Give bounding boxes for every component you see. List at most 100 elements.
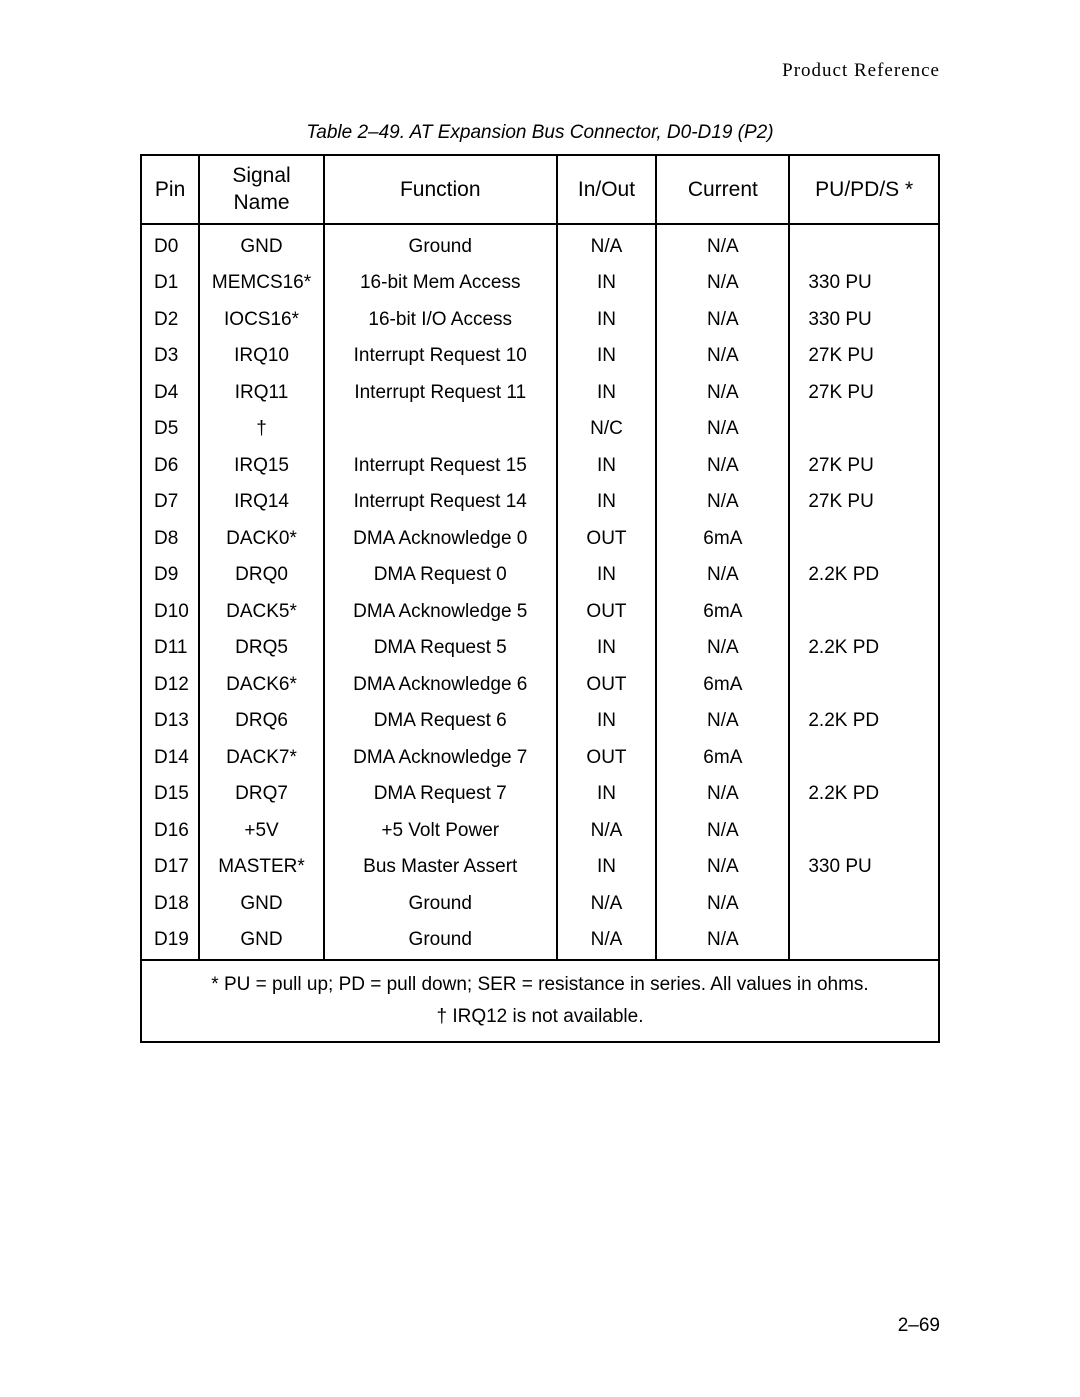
cell-signal: DACK5* — [199, 594, 324, 631]
cell-pin: D15 — [141, 776, 199, 813]
cell-signal: IRQ15 — [199, 448, 324, 485]
cell-current: N/A — [656, 886, 789, 923]
cell-pupds — [789, 813, 939, 850]
cell-function: Interrupt Request 14 — [324, 484, 557, 521]
cell-function: Bus Master Assert — [324, 849, 557, 886]
footnote-2: † IRQ12 is not available. — [436, 1006, 643, 1027]
cell-pin: D19 — [141, 922, 199, 960]
table-row: D6IRQ15Interrupt Request 15INN/A27K PU — [141, 448, 939, 485]
cell-pupds: 27K PU — [789, 338, 939, 375]
cell-pin: D16 — [141, 813, 199, 850]
cell-inout: IN — [557, 484, 657, 521]
pin-table: Pin SignalName Function In/Out Current P… — [140, 154, 940, 1043]
cell-inout: OUT — [557, 594, 657, 631]
cell-current: 6mA — [656, 667, 789, 704]
cell-function: DMA Request 5 — [324, 630, 557, 667]
cell-pupds — [789, 594, 939, 631]
table-row: D9DRQ0DMA Request 0INN/A2.2K PD — [141, 557, 939, 594]
cell-inout: N/A — [557, 813, 657, 850]
cell-current: N/A — [656, 411, 789, 448]
cell-pupds: 330 PU — [789, 849, 939, 886]
col-inout: In/Out — [557, 155, 657, 224]
cell-function: Interrupt Request 15 — [324, 448, 557, 485]
page-header: Product Reference — [140, 60, 940, 82]
cell-inout: N/A — [557, 886, 657, 923]
cell-inout: IN — [557, 302, 657, 339]
table-row: D12DACK6*DMA Acknowledge 6OUT6mA — [141, 667, 939, 704]
cell-function: DMA Request 6 — [324, 703, 557, 740]
cell-pin: D1 — [141, 265, 199, 302]
cell-function: DMA Request 7 — [324, 776, 557, 813]
table-row: D15DRQ7DMA Request 7INN/A2.2K PD — [141, 776, 939, 813]
cell-signal: GND — [199, 886, 324, 923]
cell-pin: D9 — [141, 557, 199, 594]
cell-signal: MASTER* — [199, 849, 324, 886]
table-row: D0GNDGroundN/AN/A — [141, 224, 939, 266]
cell-pin: D11 — [141, 630, 199, 667]
cell-function: DMA Acknowledge 7 — [324, 740, 557, 777]
cell-inout: IN — [557, 448, 657, 485]
cell-current: N/A — [656, 224, 789, 266]
table-footnote-row: * PU = pull up; PD = pull down; SER = re… — [141, 960, 939, 1043]
col-current: Current — [656, 155, 789, 224]
cell-pin: D4 — [141, 375, 199, 412]
cell-function: Ground — [324, 224, 557, 266]
cell-inout: IN — [557, 557, 657, 594]
cell-pupds: 2.2K PD — [789, 557, 939, 594]
cell-pupds — [789, 740, 939, 777]
cell-pin: D10 — [141, 594, 199, 631]
cell-signal: +5V — [199, 813, 324, 850]
table-row: D18GNDGroundN/AN/A — [141, 886, 939, 923]
cell-inout: N/A — [557, 922, 657, 960]
table-row: D10DACK5*DMA Acknowledge 5OUT6mA — [141, 594, 939, 631]
cell-pupds — [789, 224, 939, 266]
cell-current: N/A — [656, 338, 789, 375]
cell-inout: OUT — [557, 740, 657, 777]
cell-function: DMA Acknowledge 5 — [324, 594, 557, 631]
table-caption: Table 2–49. AT Expansion Bus Connector, … — [140, 122, 940, 144]
cell-function: Ground — [324, 922, 557, 960]
cell-current: N/A — [656, 265, 789, 302]
cell-inout: N/C — [557, 411, 657, 448]
cell-signal: IRQ11 — [199, 375, 324, 412]
cell-pupds: 2.2K PD — [789, 630, 939, 667]
cell-inout: OUT — [557, 667, 657, 704]
cell-signal: IRQ14 — [199, 484, 324, 521]
cell-current: N/A — [656, 557, 789, 594]
cell-pin: D17 — [141, 849, 199, 886]
col-pin: Pin — [141, 155, 199, 224]
cell-function: Interrupt Request 10 — [324, 338, 557, 375]
cell-signal: GND — [199, 224, 324, 266]
cell-inout: IN — [557, 849, 657, 886]
cell-pin: D14 — [141, 740, 199, 777]
cell-pupds — [789, 886, 939, 923]
cell-pupds — [789, 521, 939, 558]
cell-pin: D2 — [141, 302, 199, 339]
cell-current: N/A — [656, 703, 789, 740]
page-number: 2–69 — [898, 1315, 940, 1337]
table-row: D11DRQ5DMA Request 5INN/A2.2K PD — [141, 630, 939, 667]
cell-signal: DACK0* — [199, 521, 324, 558]
cell-pin: D5 — [141, 411, 199, 448]
col-signal: SignalName — [199, 155, 324, 224]
cell-current: N/A — [656, 302, 789, 339]
cell-current: 6mA — [656, 594, 789, 631]
cell-signal: DRQ5 — [199, 630, 324, 667]
table-row: D1MEMCS16*16-bit Mem AccessINN/A330 PU — [141, 265, 939, 302]
cell-function: DMA Acknowledge 6 — [324, 667, 557, 704]
cell-function — [324, 411, 557, 448]
cell-current: N/A — [656, 375, 789, 412]
cell-pupds: 27K PU — [789, 375, 939, 412]
cell-current: N/A — [656, 776, 789, 813]
cell-signal: † — [199, 411, 324, 448]
cell-pupds: 27K PU — [789, 484, 939, 521]
cell-function: Ground — [324, 886, 557, 923]
cell-pin: D6 — [141, 448, 199, 485]
cell-inout: IN — [557, 265, 657, 302]
cell-current: N/A — [656, 813, 789, 850]
cell-pupds — [789, 922, 939, 960]
cell-signal: MEMCS16* — [199, 265, 324, 302]
cell-current: N/A — [656, 630, 789, 667]
cell-inout: N/A — [557, 224, 657, 266]
cell-pupds: 2.2K PD — [789, 703, 939, 740]
